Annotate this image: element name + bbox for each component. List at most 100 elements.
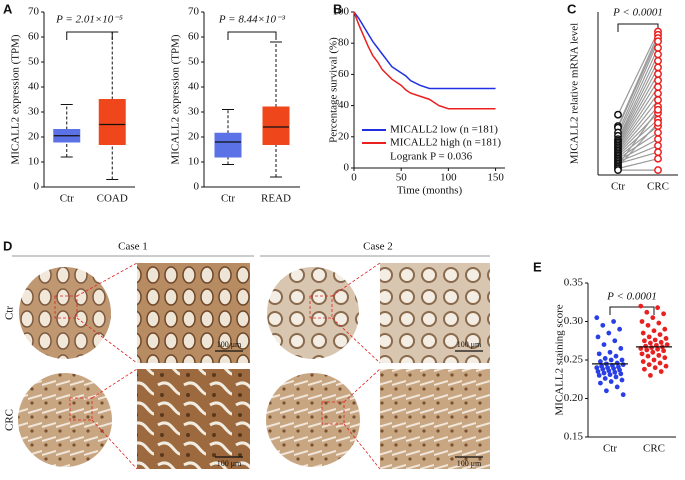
data-point (617, 326, 622, 332)
data-point (654, 83, 662, 91)
y-tick-label: 20 (338, 130, 350, 142)
data-point (663, 363, 669, 369)
data-point (654, 69, 662, 78)
y-tick-label: 0 (344, 162, 350, 174)
annotation: P < 0.0001 (612, 7, 663, 19)
survival-curve (353, 11, 496, 90)
x-tick-label: 50 (396, 172, 408, 184)
bracket (66, 31, 113, 40)
data-point (645, 322, 651, 328)
data-point (611, 319, 616, 324)
data-point (654, 89, 662, 98)
pair-line (617, 151, 659, 165)
y-tick-label: 70 (28, 6, 40, 18)
data-point (654, 76, 662, 85)
y-tick-label: 50 (28, 56, 40, 68)
data-point (654, 135, 662, 144)
data-point (617, 367, 622, 373)
data-point (652, 365, 658, 371)
y-axis-label: Percentage survival (%) (328, 37, 340, 143)
data-point (644, 309, 650, 315)
row-label: Ctr (4, 306, 16, 320)
data-point (639, 351, 645, 357)
y-axis-label: MICALL2 expression (TPM) (10, 34, 22, 164)
legend-label: MICALL2 low (n =181) (390, 124, 498, 136)
annotation: P = 8.44×10⁻³ (218, 14, 286, 26)
data-point (650, 349, 656, 355)
data-point (601, 342, 607, 347)
data-point (596, 351, 602, 357)
data-point (608, 357, 614, 363)
data-point (639, 319, 645, 324)
annotation: P < 0.0001 (606, 291, 657, 303)
data-point (614, 384, 620, 390)
data-point (654, 56, 662, 65)
data-point (657, 332, 663, 337)
x-tick-label: Ctr (60, 193, 74, 205)
y-tick-label: 40 (338, 99, 350, 111)
pair-line (617, 158, 659, 170)
data-point (620, 392, 626, 398)
data-point (654, 166, 662, 175)
data-point (619, 357, 625, 363)
data-point (651, 357, 657, 363)
data-point (618, 346, 624, 351)
scale-bar-label: 100 μm (457, 340, 482, 349)
annotation: P = 2.01×10⁻⁵ (55, 14, 123, 26)
y-tick-label: 0.15 (564, 431, 584, 443)
x-tick-label: READ (261, 193, 291, 205)
data-point (642, 366, 647, 372)
x-tick-label: Ctr (611, 181, 625, 193)
survival-curve (353, 11, 496, 110)
data-point (654, 43, 662, 52)
data-point (662, 355, 668, 361)
data-point (646, 362, 652, 368)
pair-line (617, 80, 659, 146)
box (98, 99, 126, 145)
pair-line (617, 37, 659, 128)
data-point (600, 366, 606, 372)
x-tick-label: 100 (440, 172, 457, 184)
data-point (655, 305, 660, 311)
data-point (620, 362, 626, 368)
y-tick-label: 40 (188, 81, 200, 93)
panel-label: E (533, 259, 542, 274)
pair-line (617, 109, 659, 166)
panel-label: B (333, 1, 342, 16)
pair-line (617, 99, 659, 151)
data-point (604, 388, 609, 394)
data-point (608, 379, 614, 384)
data-point (598, 380, 603, 386)
data-point (654, 37, 662, 46)
x-tick-label: Ctr (603, 443, 617, 455)
data-point (661, 348, 666, 354)
x-axis-label: Time (months) (397, 185, 463, 197)
data-point (658, 339, 664, 345)
data-point (649, 345, 654, 351)
bracket (609, 306, 655, 315)
data-point (663, 336, 669, 341)
case-label: Case 1 (118, 241, 148, 253)
data-point (644, 347, 650, 353)
pair-line (617, 41, 659, 133)
y-tick-label: 20 (188, 131, 200, 143)
y-tick-label: 20 (28, 131, 40, 143)
data-point (656, 320, 662, 326)
y-axis-label: MICALL2 expression (TPM) (170, 34, 182, 164)
panel-label: C (567, 1, 577, 16)
x-tick-label: Ctr (221, 193, 235, 205)
data-point (602, 356, 608, 361)
data-point (648, 373, 653, 378)
panel-label: A (3, 1, 13, 16)
data-point (618, 371, 624, 377)
data-point (654, 50, 662, 59)
y-tick-label: 40 (28, 81, 40, 93)
data-point (654, 118, 662, 127)
data-point (652, 337, 658, 343)
pair-line (617, 34, 659, 127)
pair-line (617, 125, 659, 158)
y-tick-label: 60 (188, 31, 200, 43)
data-point (614, 166, 622, 175)
data-point (656, 352, 662, 358)
annotation: Logrank P = 0.036 (390, 151, 473, 163)
